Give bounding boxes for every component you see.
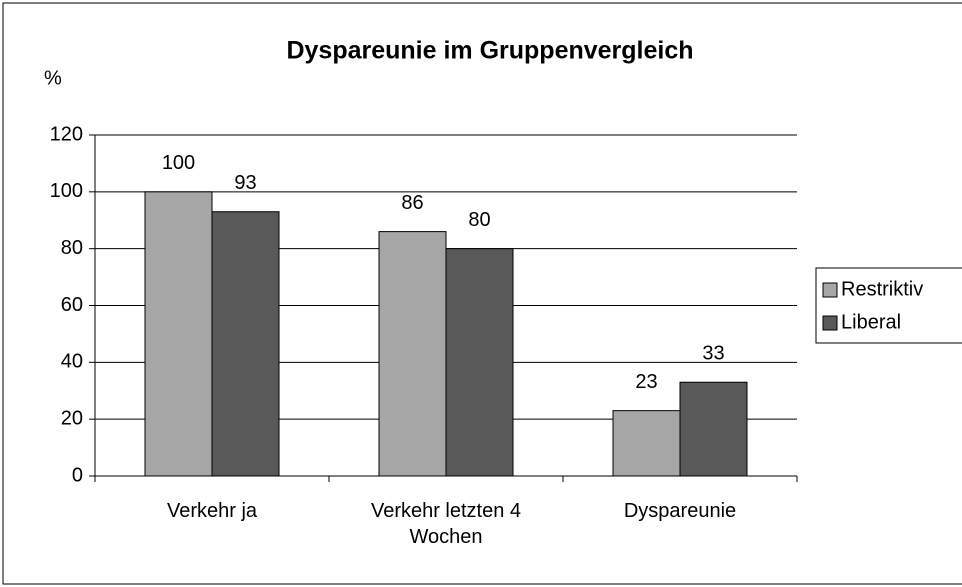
- y-tick-label: 100: [50, 180, 83, 202]
- y-tick-label: 20: [61, 407, 83, 429]
- x-tick-label: Dyspareunie: [623, 500, 737, 522]
- y-tick-label: 0: [72, 464, 83, 486]
- legend-label: Liberal: [841, 311, 901, 333]
- data-label: 80: [468, 209, 490, 231]
- y-tick-label: 40: [61, 351, 83, 373]
- x-tick-label: Verkehr ja: [166, 500, 258, 522]
- data-label: 23: [635, 371, 657, 393]
- y-tick-label: 60: [61, 294, 83, 316]
- bar: [144, 191, 213, 477]
- bar: [612, 410, 681, 477]
- y-tick-label: 80: [61, 237, 83, 259]
- chart-title: Dyspareunie im Gruppenvergleich: [286, 37, 693, 65]
- data-label: 100: [162, 152, 195, 174]
- legend-swatch: [822, 282, 838, 298]
- x-tick-label: Verkehr letzten 4 Wochen: [370, 500, 522, 548]
- data-label: 93: [234, 172, 256, 194]
- data-label: 33: [702, 343, 724, 365]
- legend-label: Restriktiv: [841, 278, 923, 300]
- data-label: 86: [401, 192, 423, 214]
- y-tick-label: 120: [50, 123, 83, 145]
- legend-swatch: [822, 315, 838, 331]
- bar: [378, 231, 447, 477]
- bar: [679, 381, 748, 477]
- bar: [445, 248, 514, 477]
- legend-box: [815, 267, 962, 344]
- bar: [211, 211, 280, 477]
- y-axis-label: %: [44, 67, 62, 89]
